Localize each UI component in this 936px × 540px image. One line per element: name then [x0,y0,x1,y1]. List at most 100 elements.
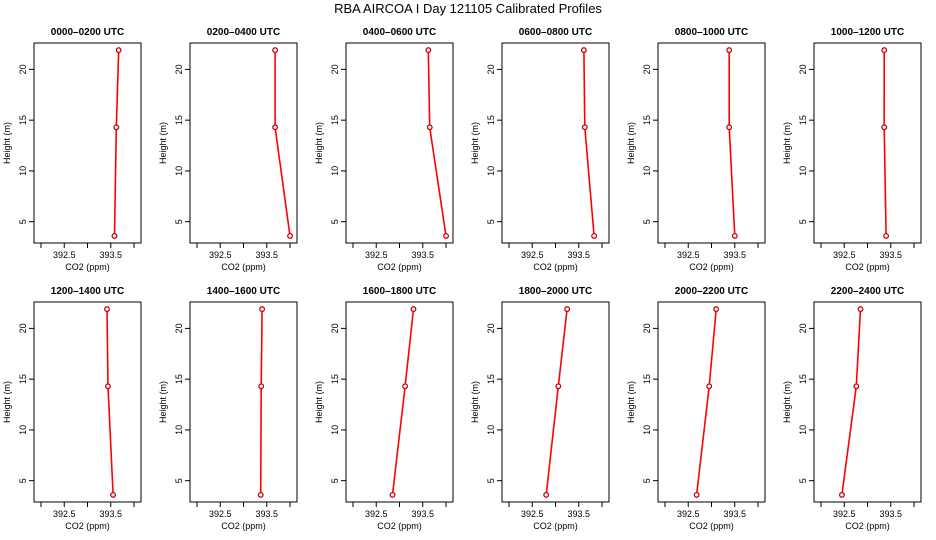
x-axis-label: CO2 (ppm) [533,262,578,272]
y-tick-label: 20 [642,323,652,333]
profile-line [695,309,717,495]
y-axis-label: Height (m) [314,122,324,164]
x-tick-label: 393.5 [879,509,902,519]
data-point [272,124,279,131]
y-tick-label: 5 [174,478,184,483]
x-tick-label: 393.5 [99,250,122,260]
x-tick-label: 393.5 [723,250,746,260]
x-tick-label: 392.5 [209,250,232,260]
y-tick-label: 15 [798,115,808,125]
y-tick-label: 15 [486,115,496,125]
panel-title: 0400–0600 UTC [363,27,436,38]
data-point [105,383,111,390]
panel-12: 2200–2400 UTC 392.5 393.5 5 10 15 20 CO2 (ppm) H… [782,286,922,531]
y-tick-label: 20 [486,323,496,333]
y-tick-label: 20 [642,64,652,74]
data-point [713,306,720,313]
panel-title: 1400–1600 UTC [207,286,280,297]
x-tick-label: 392.5 [365,250,388,260]
y-tick-label: 5 [18,219,28,224]
y-tick-label: 20 [798,323,808,333]
y-axis-label: Height (m) [2,122,12,164]
y-tick-label: 10 [174,425,184,435]
panel-10: 1800–2000 UTC 392.5 393.5 5 10 15 20 CO2 (ppm) H… [470,286,610,531]
y-tick-label: 20 [486,64,496,74]
panel-4: 0600–0800 UTC 392.5 393.5 5 10 15 20 CO2 (ppm) H… [470,27,610,272]
y-tick-label: 5 [642,219,652,224]
y-tick-label: 10 [486,166,496,176]
panel-frame [813,301,922,503]
data-point [555,383,562,390]
x-tick-label: 393.5 [255,509,278,519]
panel-frame [813,42,922,244]
y-axis-label: Height (m) [470,122,480,164]
x-tick-label: 392.5 [833,509,856,519]
panel-frame [501,301,610,503]
y-tick-label: 20 [174,323,184,333]
y-tick-label: 15 [642,115,652,125]
panel-8: 1400–1600 UTC 392.5 393.5 5 10 15 20 CO2 (ppm) H… [158,286,298,531]
panel-title: 0800–1000 UTC [675,27,748,38]
data-point [425,47,432,54]
profile-line [728,50,736,236]
data-point [581,124,588,131]
panel-7: 1200–1400 UTC 392.5 393.5 5 10 15 20 CO2 (ppm) H… [2,286,142,531]
y-axis-label: Height (m) [626,122,636,164]
x-axis-label: CO2 (ppm) [65,521,110,531]
x-axis-label: CO2 (ppm) [533,521,578,531]
data-point [883,232,890,239]
panel-frame [657,301,766,503]
panel-title: 0200–0400 UTC [207,27,280,38]
panel-title: 0000–0200 UTC [51,27,124,38]
data-point [591,232,598,239]
panel-2: 0200–0400 UTC 392.5 393.5 5 10 15 20 CO2 (ppm) H… [158,27,298,272]
x-axis-label: CO2 (ppm) [845,262,890,272]
y-tick-label: 10 [486,425,496,435]
y-axis-label: Height (m) [626,381,636,423]
panel-title: 1600–1800 UTC [363,286,436,297]
y-tick-label: 5 [486,219,496,224]
x-axis-label: CO2 (ppm) [689,262,734,272]
panel-frame [501,42,610,244]
data-point [259,306,266,313]
y-tick-label: 20 [18,323,28,333]
profile-line [841,309,862,496]
y-tick-label: 20 [330,323,340,333]
panel-9: 1600–1800 UTC 392.5 393.5 5 10 15 20 CO2 (ppm) H… [314,286,454,531]
y-tick-label: 5 [330,219,340,224]
data-point [706,383,713,390]
y-tick-label: 15 [798,374,808,384]
data-point [104,306,110,313]
x-tick-label: 393.5 [255,250,278,260]
x-tick-label: 393.5 [99,509,122,519]
y-axis-label: Height (m) [782,381,792,423]
y-tick-label: 10 [330,166,340,176]
data-point [402,383,409,390]
y-tick-label: 5 [486,478,496,483]
data-point [726,124,733,131]
panel-frame [189,301,298,503]
panel-5: 0800–1000 UTC 392.5 393.5 5 10 15 20 CO2 (ppm) H… [626,27,766,272]
panel-11: 2000–2200 UTC 392.5 393.5 5 10 15 20 CO2 (ppm) H… [626,286,766,531]
data-point [726,47,733,54]
panel-frame [33,42,142,244]
panel-6: 1000–1200 UTC 392.5 393.5 5 10 15 20 CO2 (ppm) H… [782,27,922,272]
panel-title: 2000–2200 UTC [675,286,748,297]
y-tick-label: 10 [174,166,184,176]
profile-line [883,50,887,236]
y-tick-label: 10 [642,166,652,176]
y-tick-label: 15 [18,115,28,125]
y-tick-label: 15 [174,115,184,125]
y-axis-label: Height (m) [782,122,792,164]
profile-line [113,50,120,236]
y-tick-label: 20 [174,64,184,74]
profile-line [427,50,447,237]
panel-frame [345,42,454,244]
data-point [693,491,700,498]
profile-line [583,50,595,236]
data-point [564,306,571,313]
data-point [857,306,864,313]
panel-title: 1800–2000 UTC [519,286,592,297]
x-axis-label: CO2 (ppm) [845,521,890,531]
